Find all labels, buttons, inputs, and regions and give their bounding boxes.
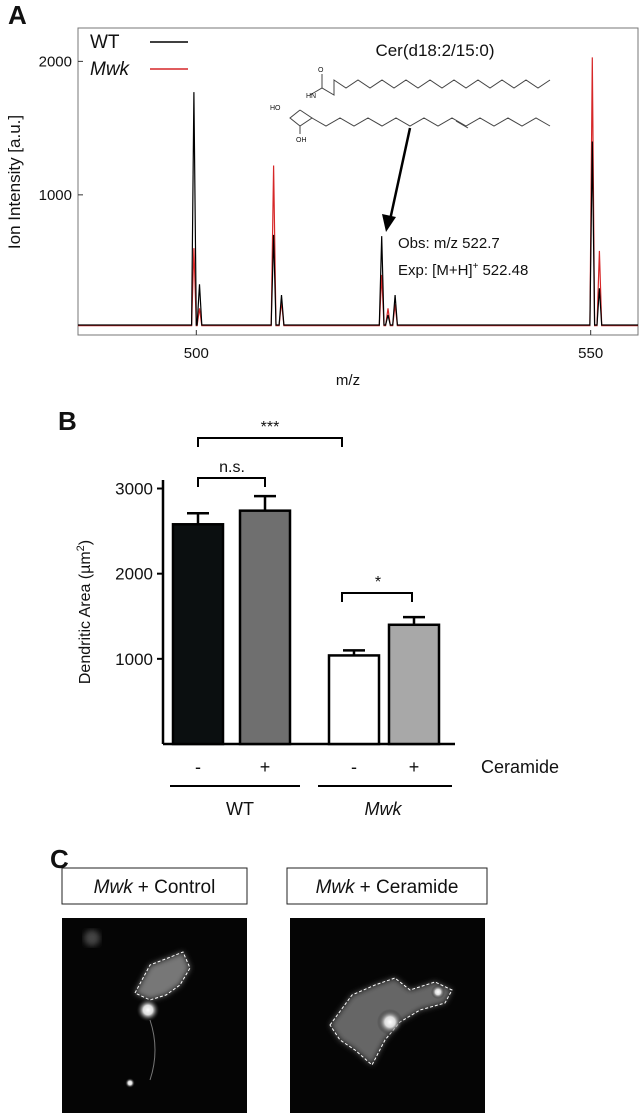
cell (135, 952, 190, 1000)
arrowhead (382, 214, 396, 232)
legend-label: Mwk (90, 59, 131, 80)
x-tick-label: - (351, 757, 357, 777)
bar (238, 509, 292, 746)
panel-label: C (50, 844, 69, 874)
atom: OH (296, 137, 307, 144)
bar (171, 523, 225, 746)
annotation-part: 522.48 (482, 262, 528, 279)
y-tick-label: 1000 (39, 187, 72, 204)
significance-label: * (375, 574, 381, 591)
label-part: Dendritic Area (µm (77, 551, 94, 684)
group-label: Mwk (365, 799, 403, 819)
significance-label: n.s. (219, 459, 245, 476)
plot-frame (77, 27, 639, 336)
spot (431, 985, 445, 999)
y-tick-label: 2000 (39, 53, 72, 70)
image-title: Mwk + Control (94, 877, 216, 898)
x-tick-label: + (409, 757, 420, 777)
bar (327, 654, 381, 746)
arrow (388, 127, 412, 221)
atom: HN (306, 93, 316, 100)
atom-labels: O HN HO OH (270, 67, 324, 144)
panel-label: B (58, 406, 77, 436)
group-label: WT (226, 799, 254, 819)
bar (387, 623, 441, 746)
outline (134, 951, 191, 1001)
superscript: + (473, 261, 479, 272)
image-title: Mwk + Ceramide (316, 877, 459, 898)
spot (84, 930, 100, 946)
y-tick-label: 1000 (115, 650, 153, 669)
soma (377, 1009, 403, 1035)
significance-bracket (341, 592, 413, 602)
condition: + Ceramide (360, 877, 459, 898)
significance-bracket (197, 437, 343, 447)
legend-label: WT (90, 32, 120, 53)
y-axis-label: Ion Intensity [a.u.] (5, 115, 24, 249)
x-tick-label: 550 (578, 345, 603, 362)
y-tick-label: 2000 (115, 565, 153, 584)
soma (136, 998, 160, 1022)
spot (125, 1078, 135, 1088)
annotation: Obs: m/z 522.7 (398, 235, 500, 252)
y-tick-label: 3000 (115, 480, 153, 499)
panel-label: A (8, 0, 27, 30)
x-axis-label: m/z (336, 372, 360, 389)
atom: HO (270, 105, 281, 112)
label-part: ) (77, 540, 94, 545)
superscript: 2 (75, 545, 87, 551)
spectrum-line (78, 92, 638, 326)
micrograph (62, 918, 247, 1113)
axon (149, 1019, 156, 1081)
compound-label: Cer(d18:2/15:0) (375, 41, 494, 60)
significance-bracket (197, 477, 266, 487)
atom: O (318, 67, 324, 74)
image-title-box (286, 867, 488, 905)
molecule (289, 74, 551, 134)
x-tick-label: + (260, 757, 271, 777)
spectrum-line (78, 57, 638, 327)
y-axis-label: Dendritic Area (µm2) (75, 540, 94, 684)
x-tick-label: 500 (184, 345, 209, 362)
strain: Mwk (94, 877, 135, 898)
significance-label: *** (261, 419, 280, 436)
annotation-part: Exp: [M+H] (398, 262, 473, 279)
image-title-box (61, 867, 248, 905)
x-tick-label: - (195, 757, 201, 777)
annotation: Exp: [M+H]+ 522.48 (398, 261, 528, 279)
condition: + Control (138, 877, 216, 898)
strain: Mwk (316, 877, 357, 898)
outline (329, 977, 453, 1066)
treatment-label: Ceramide (481, 757, 559, 777)
micrograph (290, 918, 485, 1113)
